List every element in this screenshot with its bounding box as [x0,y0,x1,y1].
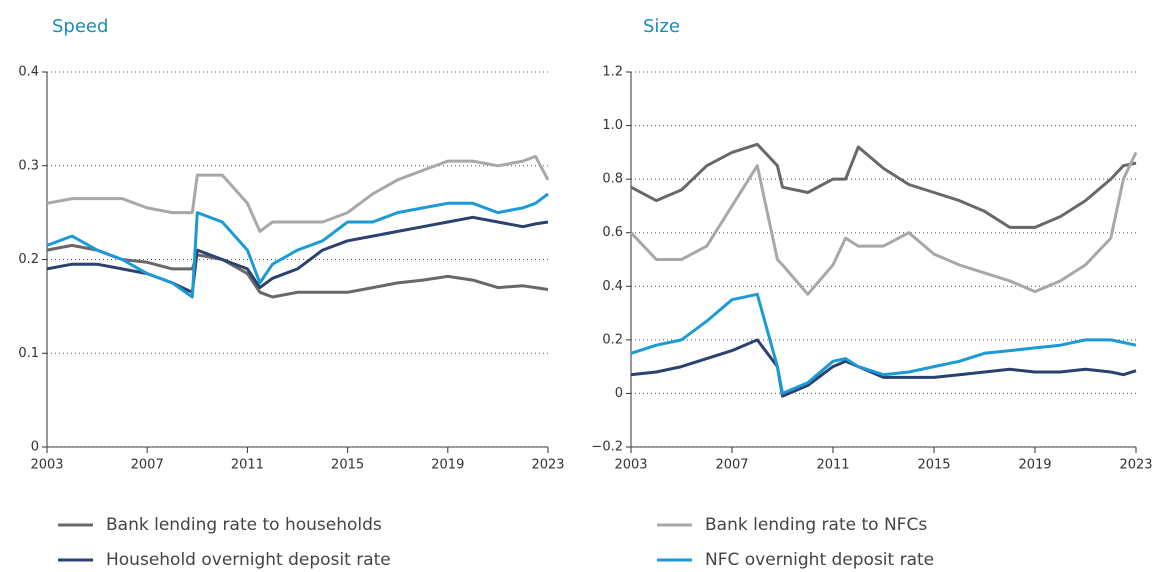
y-tick-label: 0.4 [602,279,623,294]
y-tick-label: 0.8 [602,172,623,187]
x-tick-label: 2011 [231,458,264,473]
legend-label: NFC overnight deposit rate [705,550,934,570]
x-tick-label: 2011 [816,458,849,473]
y-tick-label: −0.2 [591,440,623,455]
y-tick-label: 0 [615,386,623,401]
x-tick-label: 2003 [30,458,63,473]
y-tick-label: 0.1 [18,346,39,361]
y-tick-label: 0.3 [18,158,39,173]
x-tick-label: 2019 [431,458,464,473]
legend-label: Bank lending rate to NFCs [705,515,927,535]
series-line [46,243,549,299]
y-tick-label: 0.2 [18,252,39,267]
series-line [629,151,1138,296]
series-line [630,142,1137,229]
x-tick-label: 2007 [715,458,748,473]
x-tick-label: 2003 [614,458,647,473]
y-tick-label: 0.4 [18,65,39,80]
x-tick-label: 2023 [1119,458,1152,473]
y-tick-label: 1.2 [602,65,623,80]
chart-title: Size [643,16,680,37]
series-line [630,338,1137,398]
legend-label: Bank lending rate to households [106,515,382,535]
series-line [630,292,1137,395]
x-tick-label: 2015 [917,458,950,473]
x-tick-label: 2019 [1018,458,1051,473]
legend-label: Household overnight deposit rate [106,550,391,570]
series-line [46,154,550,233]
y-tick-label: 0.6 [602,225,623,240]
y-tick-label: 1.0 [602,118,623,133]
x-tick-label: 2015 [331,458,364,473]
x-tick-label: 2007 [131,458,164,473]
x-tick-label: 2023 [531,458,564,473]
y-tick-label: 0.2 [602,332,623,347]
series-line [46,192,549,299]
chart-title: Speed [52,16,108,37]
y-tick-label: 0 [31,440,39,455]
